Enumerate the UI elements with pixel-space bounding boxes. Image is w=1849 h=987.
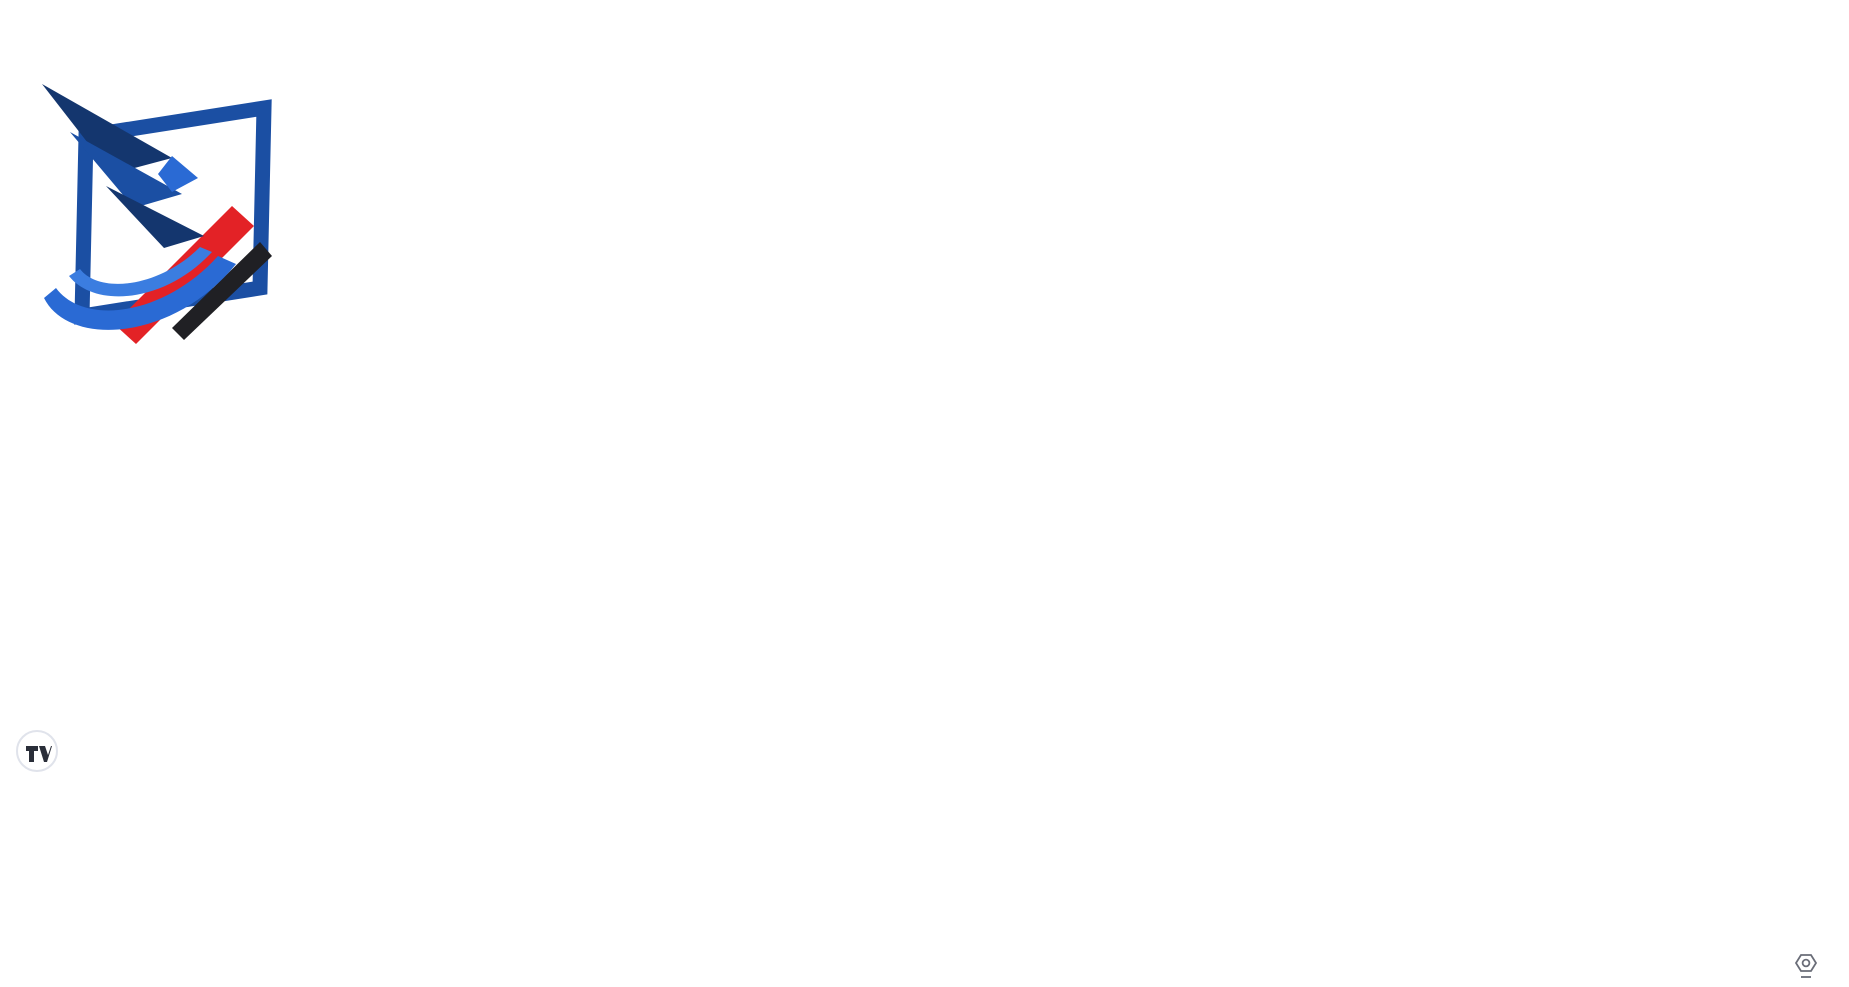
tradingview-logo-icon[interactable] bbox=[15, 729, 59, 773]
market-analyzer-logo bbox=[42, 84, 272, 344]
logo-eagle-icon bbox=[42, 84, 272, 344]
rsi-label-2685[interactable] bbox=[1783, 0, 1849, 20]
rsi-name bbox=[12, 789, 16, 806]
rsi-indicator-label[interactable] bbox=[12, 789, 24, 806]
settings-gear-icon[interactable] bbox=[1793, 951, 1819, 981]
